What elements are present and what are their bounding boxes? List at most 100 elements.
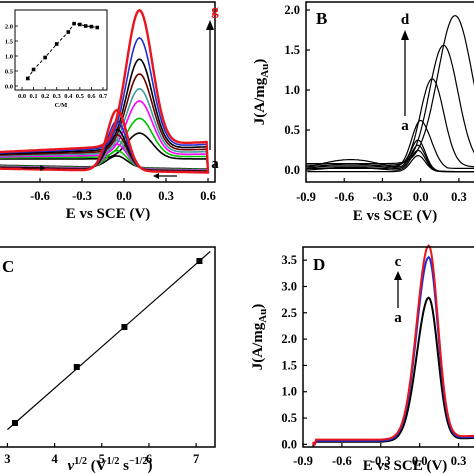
data-point — [11, 420, 18, 426]
inset-x-tick-label: 0.3 — [53, 93, 62, 100]
panel-a: -0.6 -0.3 0.0 0.3 0.6 E vs SCE (V) g a 0.0 0.… — [0, 1, 219, 222]
panel-d-x-tick-label: -0.3 — [371, 454, 391, 468]
cv-curve — [0, 8, 210, 174]
inset-point — [31, 67, 36, 72]
series-label-a-d: a — [394, 310, 402, 326]
inset-x-tick-label: 0.0 — [18, 93, 26, 100]
panel-d-arrow-head — [394, 271, 402, 280]
inset-point — [66, 30, 71, 34]
panel-d-x-label: E vs SCE (V) — [363, 458, 448, 474]
panel-b-y-label: J(A/mgAu) — [252, 59, 271, 126]
panel-d-y-tick-label: 3.0 — [281, 279, 297, 293]
panel-d-y-tick-label: 2.0 — [281, 332, 297, 346]
inset-x-tick-label: 0.6 — [87, 93, 96, 100]
panel-b-x-tick-label: -0.6 — [334, 190, 354, 204]
panel-d-x-tick-label: -0.6 — [332, 454, 352, 468]
panel-b-x-tick-label: 0.0 — [413, 190, 429, 204]
inset-point — [83, 24, 88, 28]
inset-y-tick-label: 0.0 — [5, 84, 13, 91]
panel-b-curves — [306, 14, 474, 173]
panel-d-x-tick-label: -0.9 — [293, 454, 313, 468]
inset-x-label: C/M — [55, 102, 68, 109]
panel-d-x-tick-label: 0.0 — [412, 454, 428, 468]
panel-c-x-tick-label: 5 — [99, 452, 105, 466]
panel-b-x-label: E vs SCE (V) — [353, 208, 438, 224]
panel-d-y-tick-label: 1.5 — [281, 358, 297, 372]
panel-d-y-tick-label: 0.5 — [281, 411, 297, 425]
panel-a-curves — [0, 8, 210, 174]
panel-d-frame — [302, 246, 474, 448]
panel-c-content: 3 4 5 6 7 — [4, 251, 211, 466]
cv-curve — [306, 78, 474, 173]
series-label-g: g — [211, 3, 219, 19]
inset-x-tick-label: 0.5 — [76, 93, 85, 100]
series-label-a-b: a — [401, 118, 409, 134]
lsv-curve — [313, 255, 474, 446]
series-label-c: c — [395, 254, 402, 270]
panel-d-curves — [312, 244, 474, 447]
inset-y-tick-label: 1.5 — [5, 39, 14, 46]
inset-point — [95, 25, 100, 30]
panel-c-x-label: v1/2 (V1/2 s−1/2) — [68, 456, 153, 474]
panel-d: D -0.9 -0.6 -0.3 0.0 0.3 0.0 0.5 1.0 1.5 2.0 2.5 3.… — [250, 244, 474, 474]
panel-c-x-tick-label: 3 — [4, 452, 10, 466]
series-label-a: a — [211, 156, 219, 172]
panel-b-x-tick-label: -0.3 — [373, 190, 393, 204]
inset-y-tick-label: 0.5 — [5, 69, 14, 76]
panel-c-frame — [0, 246, 216, 448]
inset-x-tick-label: 0.4 — [64, 93, 73, 100]
panel-d-y-label: J(A/mgAu) — [250, 304, 269, 371]
inset-point — [25, 76, 30, 81]
panel-d-y-tick-label: 2.5 — [281, 306, 297, 320]
inset-x-tick-label: 0.1 — [30, 93, 38, 100]
panel-d-y-tick-label: 1.0 — [281, 385, 297, 399]
panel-c-x-tick-label: 6 — [146, 452, 152, 466]
series-label-d: d — [401, 12, 410, 28]
inset-point — [43, 55, 47, 60]
panel-b-arrow-head — [401, 30, 409, 40]
panel-d-y-tick-label: 0.0 — [281, 437, 297, 451]
fit-line — [7, 251, 211, 431]
panel-b: B -0.9 -0.6 -0.3 0.0 0.3 0.0 0.5 1.0 1.5 2.0 E vs… — [252, 1, 474, 224]
panel-b-x-tick-label: 0.3 — [451, 190, 467, 204]
panel-b-y-tick-label: 2.0 — [284, 3, 300, 17]
inset-point — [89, 24, 94, 29]
panel-a-inset: 0.0 0.1 0.2 0.3 0.4 0.5 0.6 0.70.00.51.01.52.0 … — [5, 9, 108, 109]
inset-point — [54, 42, 59, 46]
cv-curve — [306, 44, 474, 173]
panel-a-x-tick-label: 0.0 — [116, 189, 132, 203]
panel-d-y-tick-label: 3.5 — [281, 253, 297, 267]
panel-a-x-tick-label: -0.3 — [72, 189, 92, 203]
panel-b-y-tick-label: 1.0 — [284, 83, 300, 97]
panel-a-x-tick-label: -0.6 — [30, 189, 50, 203]
inset-x-tick-label: 0.2 — [41, 93, 49, 100]
panel-c-x-tick-label: 4 — [51, 452, 58, 466]
inset-y-tick-label: 1.0 — [5, 54, 13, 61]
inset-content: 0.0 0.1 0.2 0.3 0.4 0.5 0.6 0.70.00.51.01.52.0 — [5, 21, 108, 100]
scan-arrow-reverse-head — [153, 173, 159, 179]
trend-arrow-head — [206, 20, 214, 30]
panel-b-frame — [305, 1, 474, 183]
data-point — [196, 258, 203, 264]
panel-d-x-tick-label: 0.3 — [451, 454, 467, 468]
scan-arrow-forward-head — [40, 165, 46, 171]
panel-a-x-tick-label: 0.3 — [158, 189, 174, 203]
panel-b-ticks: -0.9 -0.6 -0.3 0.0 0.3 0.0 0.5 1.0 1.5 2.0 — [284, 3, 466, 204]
panel-d-ticks: -0.9 -0.6 -0.3 0.0 0.3 0.0 0.5 1.0 1.5 2.0 2.5 3.0 3… — [281, 253, 466, 468]
panel-b-y-tick-label: 0.5 — [284, 123, 300, 137]
inset-frame — [14, 9, 108, 91]
panel-a-x-label: E vs SCE (V) — [66, 206, 151, 222]
inset-y-tick-label: 2.0 — [5, 24, 13, 31]
lsv-curve — [312, 244, 474, 446]
panel-c: C 3 4 5 6 7 v1/2 (V1/2 s−1/2) — [0, 246, 216, 474]
panel-b-letter: B — [316, 9, 327, 28]
panel-a-x-ticks: -0.6 -0.3 0.0 0.3 0.6 — [30, 178, 216, 203]
panel-a-x-tick-label: 0.6 — [200, 189, 216, 203]
panel-c-letter: C — [2, 257, 14, 276]
inset-point — [72, 21, 76, 26]
data-point — [73, 364, 80, 370]
panel-a-frame — [0, 1, 216, 183]
panel-b-y-tick-label: 0.0 — [284, 163, 300, 177]
panel-d-letter: D — [313, 255, 325, 274]
